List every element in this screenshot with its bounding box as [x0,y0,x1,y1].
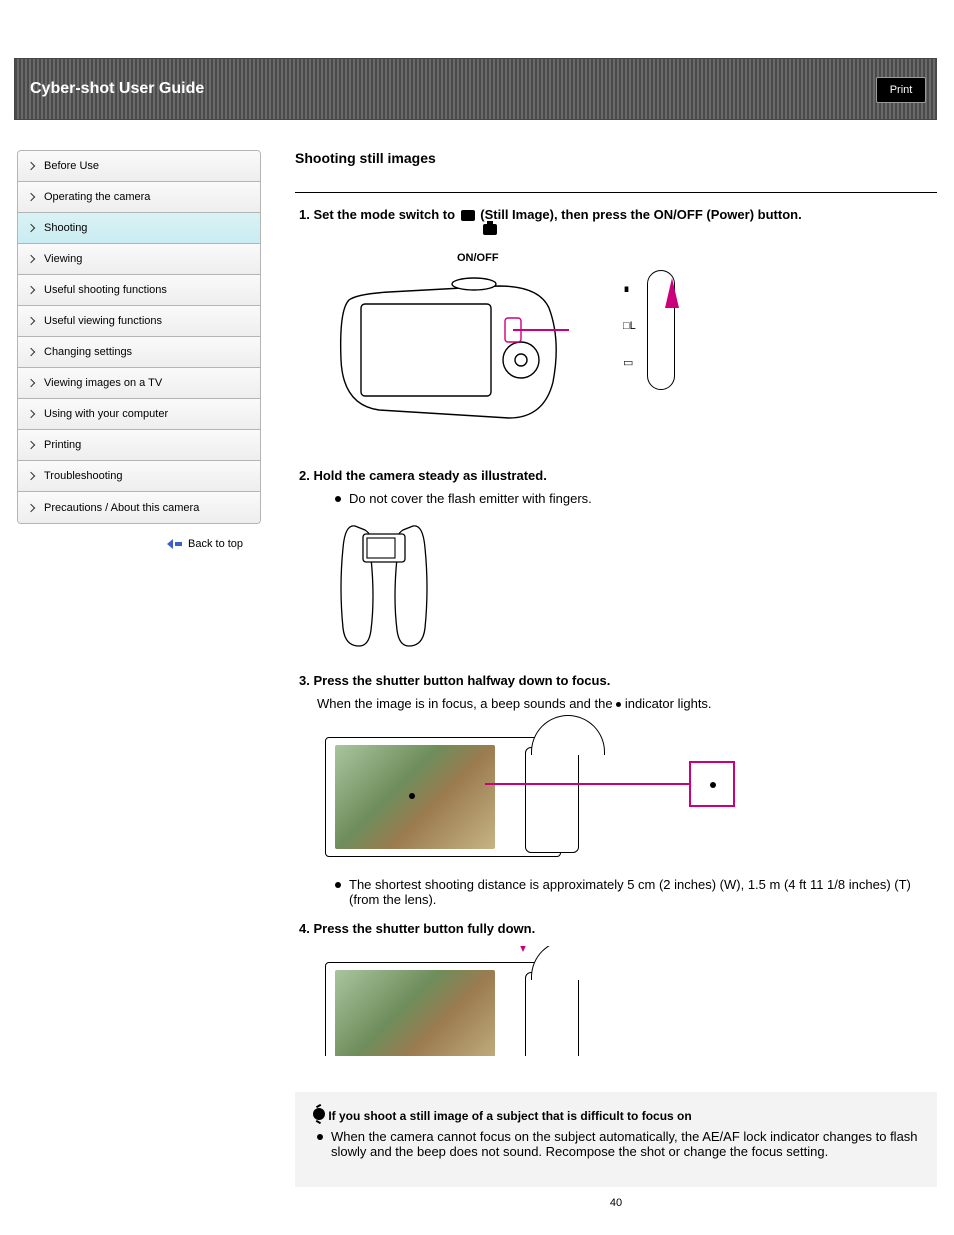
hint-bullet: When the camera cannot focus on the subj… [317,1129,919,1159]
hint-icon [313,1108,325,1120]
sidebar-item-label: Changing settings [44,346,132,358]
sidebar-item-label: Printing [44,439,81,451]
sidebar-item-label: Viewing images on a TV [44,377,162,389]
step-number: 4. [299,921,313,936]
sidebar-item-shooting[interactable]: Shooting [18,213,260,244]
chevron-right-icon [27,193,35,201]
step-number: 3. [299,673,313,688]
chevron-right-icon [27,441,35,449]
chevron-right-icon [27,286,35,294]
sidebar-item-label: Troubleshooting [44,470,122,482]
still-image-icon [461,210,475,221]
sidebar-item-useful-viewing[interactable]: Useful viewing functions [18,306,260,337]
note-text: Do not cover the flash emitter with fing… [349,491,592,506]
step-3-desc: When the image is in focus, a beep sound… [317,696,937,711]
sidebar-nav: Before Use Operating the camera Shooting… [17,150,261,524]
chevron-right-icon [27,317,35,325]
sidebar-item-useful-shooting[interactable]: Useful shooting functions [18,275,260,306]
down-arrow-icon [511,946,535,952]
sidebar-item-operating[interactable]: Operating the camera [18,182,260,213]
page-title: Shooting still images [295,150,937,166]
bullet-icon [335,882,341,888]
step-2-note: Do not cover the flash emitter with fing… [335,491,937,506]
focus-indicator-callout [689,761,735,807]
chevron-right-icon [27,472,35,480]
print-button[interactable]: Print [876,77,926,103]
main-content: Shooting still images 1. Set the mode sw… [295,150,937,1209]
camera-body-icon [329,240,569,440]
hint-box: If you shoot a still image of a subject … [295,1092,937,1187]
sidebar-item-printing[interactable]: Printing [18,430,260,461]
step-2: 2. Hold the camera steady as illustrated… [299,468,937,483]
step-text: Hold the camera steady as illustrated. [313,468,546,483]
up-arrow-icon [665,278,679,308]
back-label: Back to top [188,538,243,550]
hint-title: If you shoot a still image of a subject … [328,1109,691,1123]
bullet-icon [317,1134,323,1140]
panorama-mode-icon: □L [623,320,636,332]
movie-mode-icon: ▭ [623,356,633,369]
sidebar-item-viewing[interactable]: Viewing [18,244,260,275]
focus-indicator-icon [616,702,621,707]
chevron-right-icon [27,348,35,356]
mode-switch-illustration: ∎ □L ▭ [637,270,675,390]
sidebar-item-label: Before Use [44,160,99,172]
print-label: Print [890,84,913,96]
sidebar-item-before-use[interactable]: Before Use [18,151,260,182]
step-text: Press the shutter button halfway down to… [313,673,610,688]
sidebar-item-label: Useful viewing functions [44,315,162,327]
sidebar-column: Before Use Operating the camera Shooting… [17,150,295,1209]
sidebar-item-label: Precautions / About this camera [44,502,199,514]
sidebar-item-tv[interactable]: Viewing images on a TV [18,368,260,399]
bullet-icon [335,496,341,502]
chevron-right-icon [27,224,35,232]
sidebar-item-label: Useful shooting functions [44,284,167,296]
step-4: 4. Press the shutter button fully down. [299,921,937,936]
hold-camera-illustration [325,518,443,652]
sidebar-item-label: Using with your computer [44,408,168,420]
chevron-right-icon [27,410,35,418]
camera-illustration: ON/OFF ∎ □L ▭ [329,240,679,450]
step-3: 3. Press the shutter button halfway down… [299,673,937,688]
header-bar: Cyber-shot User Guide Print [14,58,937,120]
still-image-icon [483,224,497,235]
sidebar-item-label: Operating the camera [44,191,150,203]
step-3-note: The shortest shooting distance is approx… [335,877,937,907]
note-text: The shortest shooting distance is approx… [349,877,937,907]
desc-a: When the image is in focus, a beep sound… [317,696,616,711]
step-text-a: Set the mode switch to [313,207,458,222]
sidebar-item-computer[interactable]: Using with your computer [18,399,260,430]
half-press-illustration [325,721,735,865]
callout-line [485,783,689,785]
chevron-right-icon [27,162,35,170]
back-to-top-link[interactable]: Back to top [167,538,295,550]
sidebar-item-label: Viewing [44,253,82,265]
step-1: 1. Set the mode switch to (Still Image),… [299,207,937,222]
sidebar-item-troubleshooting[interactable]: Troubleshooting [18,461,260,492]
back-arrow-icon-bar [175,542,182,546]
product-title: Cyber-shot User Guide [30,80,204,98]
step-text: Press the shutter button fully down. [313,921,535,936]
step-number: 1. [299,207,313,222]
desc-c: indicator lights. [625,696,712,711]
chevron-right-icon [27,255,35,263]
hint-text: When the camera cannot focus on the subj… [331,1129,919,1159]
chevron-right-icon [27,503,35,511]
full-press-illustration [325,946,585,1056]
chevron-right-icon [27,379,35,387]
back-arrow-icon [167,539,173,549]
sidebar-item-changing-settings[interactable]: Changing settings [18,337,260,368]
hint-title-row: If you shoot a still image of a subject … [313,1108,919,1123]
sidebar-item-precautions[interactable]: Precautions / About this camera [18,492,260,523]
step-number: 2. [299,468,313,483]
sidebar-item-label: Shooting [44,222,87,234]
still-mode-icon: ∎ [623,282,630,295]
page-number: 40 [295,1197,937,1209]
step-text-b: (Still Image), then press the ON/OFF (Po… [480,207,801,222]
title-divider [295,192,937,193]
